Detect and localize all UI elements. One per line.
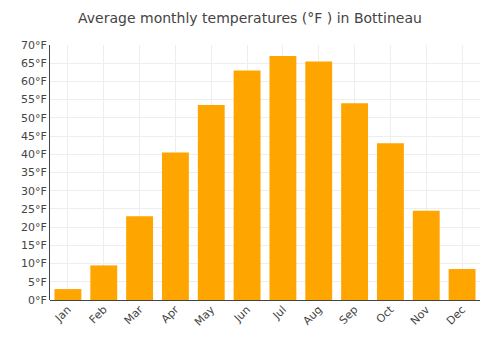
svg-text:May: May xyxy=(192,303,218,329)
svg-text:Sep: Sep xyxy=(337,303,361,327)
svg-text:Mar: Mar xyxy=(122,303,146,327)
svg-text:Feb: Feb xyxy=(87,303,110,326)
svg-text:35°F: 35°F xyxy=(21,166,47,179)
svg-text:Jul: Jul xyxy=(270,303,289,322)
svg-text:45°F: 45°F xyxy=(21,130,47,143)
svg-text:5°F: 5°F xyxy=(28,276,47,289)
svg-text:Oct: Oct xyxy=(374,303,397,326)
svg-text:60°F: 60°F xyxy=(21,75,47,88)
svg-text:Apr: Apr xyxy=(159,303,182,326)
svg-text:0°F: 0°F xyxy=(28,294,47,307)
svg-text:Nov: Nov xyxy=(408,303,433,328)
svg-text:65°F: 65°F xyxy=(21,57,47,70)
svg-text:15°F: 15°F xyxy=(21,239,47,252)
svg-text:55°F: 55°F xyxy=(21,93,47,106)
svg-text:Jun: Jun xyxy=(231,303,253,325)
svg-text:70°F: 70°F xyxy=(21,39,47,52)
svg-text:40°F: 40°F xyxy=(21,148,47,161)
svg-text:Dec: Dec xyxy=(444,303,468,327)
svg-text:Jan: Jan xyxy=(52,303,74,325)
svg-text:Aug: Aug xyxy=(300,303,324,327)
svg-text:10°F: 10°F xyxy=(21,257,47,270)
svg-text:Average monthly temperatures (: Average monthly temperatures (°F ) in Bo… xyxy=(78,10,422,26)
svg-text:30°F: 30°F xyxy=(21,185,47,198)
svg-text:50°F: 50°F xyxy=(21,112,47,125)
svg-text:25°F: 25°F xyxy=(21,203,47,216)
svg-text:20°F: 20°F xyxy=(21,221,47,234)
